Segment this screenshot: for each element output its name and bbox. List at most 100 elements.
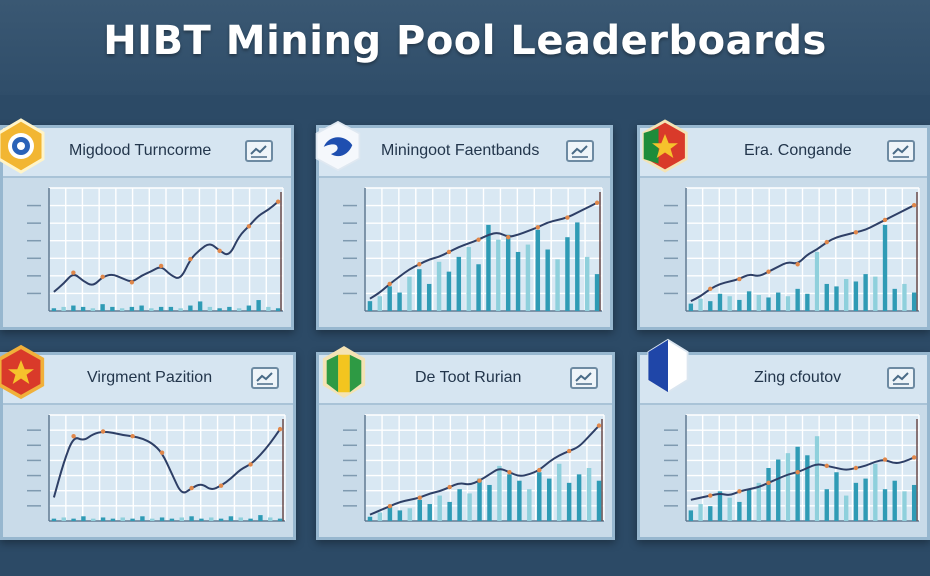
bar [80, 306, 86, 311]
bar [527, 489, 532, 521]
leaderboard-panel-1[interactable]: Migdood Turncorme [0, 125, 294, 330]
bar [447, 501, 452, 521]
bar [834, 472, 839, 521]
bar [407, 276, 412, 311]
point [853, 230, 859, 235]
bar [882, 489, 888, 521]
bar [209, 517, 214, 521]
point [476, 237, 481, 242]
bar [911, 484, 917, 521]
bar [246, 305, 252, 311]
point [594, 200, 600, 205]
leaderboard-panel-6[interactable]: Zing cfoutov [637, 352, 930, 540]
bar [158, 306, 164, 311]
point [566, 448, 572, 454]
bar [110, 306, 115, 311]
bar [708, 301, 713, 311]
bar [584, 256, 590, 311]
bar [776, 292, 781, 311]
bar [688, 510, 694, 521]
bar [417, 269, 422, 311]
point [911, 455, 917, 460]
point [911, 203, 917, 208]
leaderboard-panel-5[interactable]: De Toot Rurian [316, 352, 615, 540]
point [130, 434, 135, 439]
bar [505, 234, 511, 311]
bar [120, 517, 125, 521]
hexagon-coin-badge-icon [0, 118, 45, 174]
bar [698, 504, 703, 521]
bar [863, 274, 868, 311]
green-yellow-flag-badge-icon [322, 346, 366, 398]
bar [119, 308, 125, 311]
page-header: HIBT Mining Pool Leaderboards [0, 0, 930, 95]
bar [688, 303, 694, 311]
leaderboard-panel-4[interactable]: Virgment Pazition [0, 352, 296, 540]
bar [594, 274, 600, 311]
bar [189, 516, 194, 521]
bar [717, 293, 723, 311]
point [417, 262, 422, 267]
point [507, 470, 512, 475]
panel-header: Virgment Pazition [3, 355, 293, 405]
leaderboard-panel-2[interactable]: Miningoot Faentbands [316, 125, 613, 330]
point [71, 434, 76, 439]
bar [766, 468, 771, 521]
point [248, 462, 253, 467]
bar [367, 516, 373, 521]
bar [266, 306, 271, 311]
bar [466, 247, 471, 311]
bar [90, 308, 96, 311]
bar [776, 459, 781, 521]
point [824, 239, 829, 245]
bar [892, 480, 897, 521]
bar [238, 517, 243, 521]
bar [71, 305, 76, 311]
point [71, 270, 76, 275]
bar [139, 305, 144, 311]
bar [367, 301, 373, 311]
bar [236, 308, 242, 311]
panel-title: Miningoot Faentbands [381, 142, 540, 159]
bar [426, 283, 432, 311]
point [129, 280, 135, 285]
chart-menu-icon[interactable] [570, 367, 598, 389]
point [158, 263, 164, 269]
point [795, 262, 800, 267]
bar [437, 495, 442, 521]
bar [159, 517, 165, 521]
bar [436, 261, 442, 311]
bar [169, 518, 175, 521]
chart-menu-icon[interactable] [245, 140, 273, 162]
bar [387, 286, 392, 311]
point [535, 225, 541, 230]
bar [737, 299, 742, 311]
bar [756, 295, 761, 311]
panel-title: De Toot Rurian [415, 369, 522, 386]
bar [844, 495, 849, 521]
panel-title: Era. Congande [744, 142, 852, 159]
bar [586, 468, 592, 521]
chart-menu-icon[interactable] [887, 140, 915, 162]
bar [51, 308, 57, 311]
bar [71, 518, 76, 521]
bar [227, 306, 232, 311]
bar [456, 256, 462, 311]
bar [377, 296, 383, 311]
bar [188, 305, 193, 311]
point [708, 493, 713, 498]
point [446, 249, 452, 255]
red-star-hexagon-badge-icon [0, 344, 45, 400]
bar [140, 516, 145, 521]
chart-menu-icon[interactable] [887, 367, 915, 389]
bar [417, 499, 423, 521]
bar [576, 474, 582, 521]
bar [824, 283, 829, 311]
point [447, 484, 452, 490]
bar [427, 504, 432, 521]
point [737, 276, 742, 282]
point [100, 274, 105, 280]
chart-menu-icon[interactable] [566, 140, 594, 162]
chart-menu-icon[interactable] [251, 367, 279, 389]
bar [596, 480, 602, 521]
